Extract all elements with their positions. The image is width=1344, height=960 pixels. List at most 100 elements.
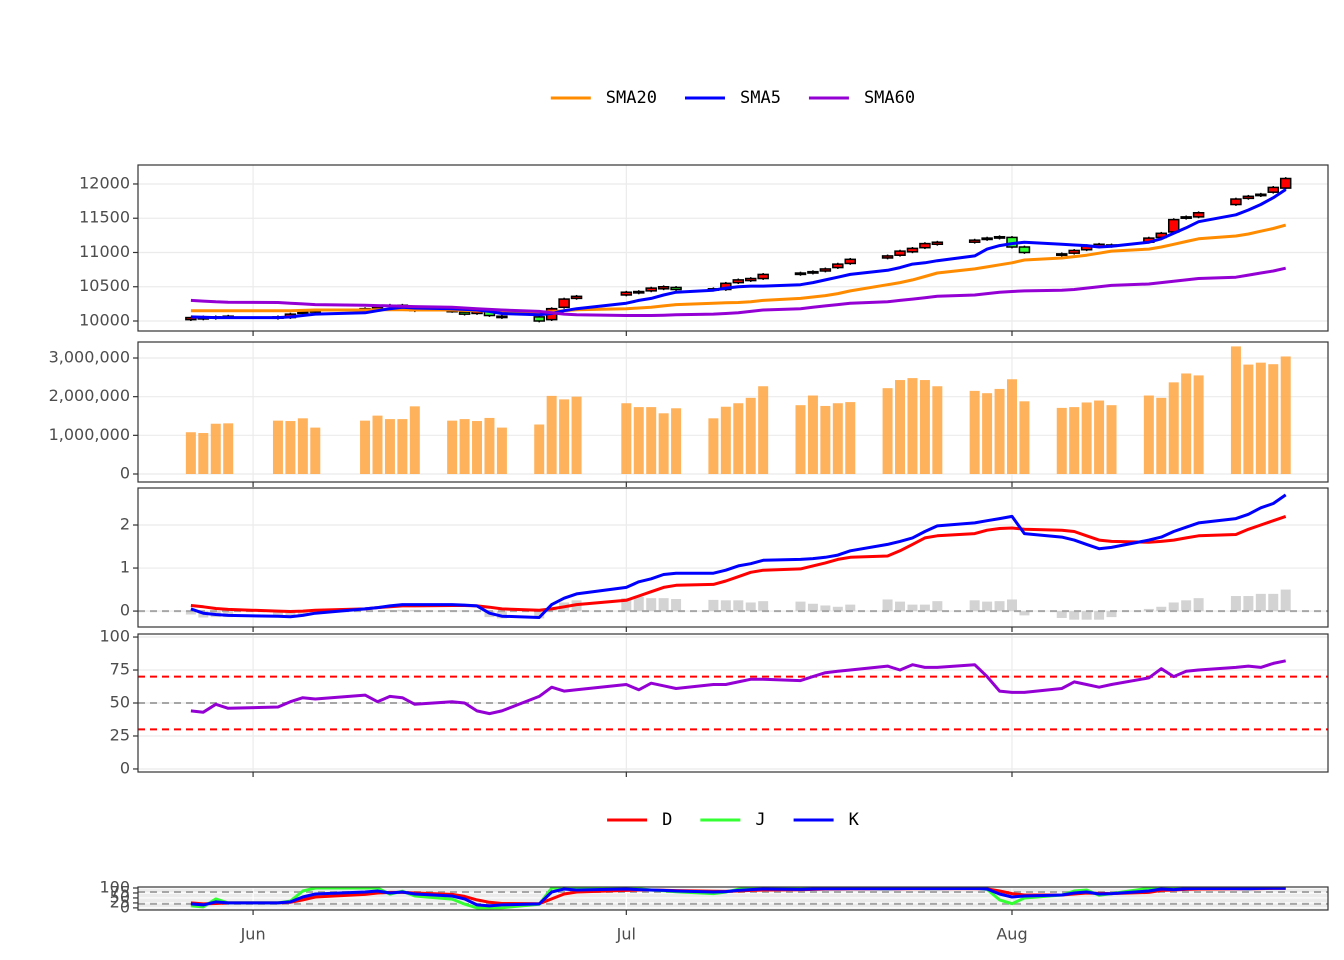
- bar: [733, 403, 744, 474]
- y-tick-label: 25: [110, 725, 130, 744]
- panel-border: [137, 886, 1329, 911]
- candle-body: [919, 242, 931, 249]
- legend-label: J: [755, 810, 765, 830]
- bar: [919, 604, 930, 612]
- candle-body: [819, 268, 832, 272]
- bar: [1230, 596, 1241, 612]
- bar: [1094, 611, 1105, 620]
- bar: [1230, 346, 1241, 474]
- candle-body: [732, 279, 745, 284]
- bar: [496, 427, 507, 474]
- bar: [1081, 611, 1092, 620]
- panel-border: [137, 341, 1329, 483]
- bar: [185, 432, 196, 474]
- bar: [733, 600, 744, 612]
- candle-body: [881, 255, 894, 259]
- series-line: [190, 493, 1287, 619]
- candle-body: [1279, 177, 1292, 189]
- bar: [807, 395, 818, 474]
- bar: [1181, 600, 1192, 612]
- bar: [708, 418, 719, 474]
- bar: [285, 611, 296, 617]
- x-tick-label: Jun: [240, 925, 266, 944]
- bar: [895, 380, 906, 474]
- bar: [820, 605, 831, 612]
- bar: [472, 421, 483, 474]
- bar: [907, 604, 918, 612]
- y-tick-label: 75: [110, 882, 130, 901]
- y-tick-label: 0: [120, 463, 130, 482]
- candle-body: [1068, 249, 1080, 254]
- bar: [745, 602, 756, 612]
- bar: [1280, 589, 1291, 612]
- bar: [384, 610, 395, 612]
- bar: [708, 599, 719, 612]
- series-line: [190, 188, 1287, 320]
- bar: [1243, 596, 1254, 612]
- plot-area: [138, 886, 1328, 910]
- candle-body: [844, 258, 857, 265]
- bar: [1193, 375, 1204, 474]
- y-tick-label: 2,000,000: [49, 386, 130, 405]
- bar: [185, 611, 196, 615]
- y-tick-label: 100: [99, 877, 130, 896]
- bar: [285, 421, 296, 474]
- bar: [882, 599, 893, 612]
- candle-body: [496, 315, 508, 319]
- bar: [223, 423, 234, 474]
- candle-body: [931, 241, 944, 246]
- bar: [1280, 356, 1291, 474]
- bar: [807, 603, 818, 612]
- bar: [1056, 407, 1067, 474]
- candle-body: [670, 286, 682, 291]
- series-line: [190, 266, 1287, 317]
- bar: [546, 395, 557, 474]
- bar: [932, 386, 943, 474]
- bar: [820, 405, 831, 474]
- y-tick-label: 1,000,000: [49, 425, 130, 444]
- bar: [384, 419, 395, 474]
- candle-body: [894, 250, 906, 256]
- candle-body: [794, 272, 807, 276]
- bar: [994, 388, 1005, 474]
- bar: [1181, 373, 1192, 474]
- bar: [633, 407, 644, 474]
- candle-body: [570, 295, 583, 300]
- bar: [1069, 611, 1080, 620]
- panel-border: [137, 487, 1329, 628]
- bar: [1056, 611, 1067, 618]
- candle-body: [1242, 195, 1255, 200]
- panel-background: [138, 488, 1328, 627]
- bar: [297, 418, 308, 474]
- bar: [447, 420, 458, 474]
- candle-body: [1267, 186, 1280, 193]
- bar: [720, 406, 731, 474]
- bar: [1006, 379, 1017, 474]
- bar: [832, 606, 843, 612]
- bar: [198, 433, 209, 474]
- y-tick-label: 10500: [79, 276, 130, 295]
- candle-body: [906, 247, 919, 253]
- bar: [397, 419, 408, 474]
- bar: [994, 601, 1005, 612]
- bar: [534, 611, 545, 619]
- candle-body: [558, 298, 570, 309]
- y-tick-label: 11500: [79, 208, 130, 227]
- candle-body: [185, 316, 197, 321]
- bar: [1193, 598, 1204, 612]
- candle-body: [1167, 218, 1180, 233]
- bar: [633, 596, 644, 612]
- candle-body: [1056, 253, 1068, 256]
- bar: [1243, 364, 1254, 474]
- bar: [969, 600, 980, 612]
- candle-body: [1230, 198, 1242, 206]
- candle-body: [533, 316, 545, 322]
- bar: [571, 396, 582, 474]
- bar: [982, 393, 993, 474]
- bar: [845, 402, 856, 474]
- bar: [272, 420, 283, 474]
- bar: [1081, 402, 1092, 474]
- x-tick-label: Jul: [616, 925, 636, 944]
- plot-area: [138, 165, 1328, 331]
- candle-body: [1180, 216, 1192, 219]
